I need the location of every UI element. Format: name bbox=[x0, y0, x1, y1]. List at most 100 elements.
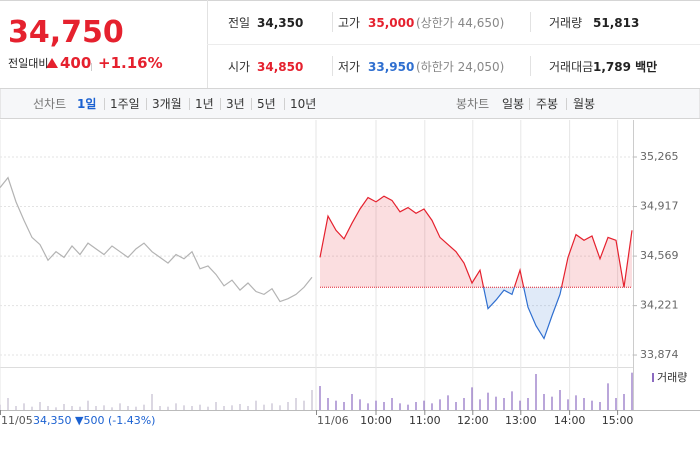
x-tick-label: 12:00 bbox=[457, 414, 489, 427]
volume-bar bbox=[527, 398, 529, 410]
volume-bar bbox=[39, 402, 41, 410]
volume-bar bbox=[343, 402, 345, 410]
volume-bar bbox=[311, 390, 313, 410]
volume-bar bbox=[239, 404, 241, 410]
volume-bar bbox=[431, 403, 433, 410]
volume-bar bbox=[279, 405, 281, 410]
info-value: 33,950 bbox=[368, 60, 415, 74]
volume-bar bbox=[567, 399, 569, 410]
volume-bar bbox=[159, 406, 161, 410]
tab[interactable]: 1일 bbox=[77, 97, 97, 111]
volume-bar bbox=[271, 403, 273, 410]
volume-bar bbox=[375, 400, 377, 410]
volume-bar bbox=[7, 398, 9, 410]
volume-bar bbox=[351, 394, 353, 410]
volume-bar bbox=[503, 398, 505, 410]
up-triangle bbox=[46, 58, 58, 68]
info-label: 시가 bbox=[228, 60, 251, 74]
volume-bar bbox=[287, 402, 289, 410]
volume-bar bbox=[303, 400, 305, 410]
volume-bar bbox=[535, 374, 537, 410]
volume-bar bbox=[495, 396, 497, 410]
legend-label: 거래량 bbox=[657, 371, 687, 384]
tab[interactable]: 1년 bbox=[195, 97, 214, 111]
tab-bar bbox=[0, 88, 700, 119]
volume-bar bbox=[479, 399, 481, 410]
volume-bar bbox=[183, 405, 185, 410]
price-line bbox=[0, 176, 313, 303]
volume-bar bbox=[455, 402, 457, 410]
change-rate: +1.16% bbox=[98, 54, 163, 72]
volume-bar bbox=[191, 406, 193, 410]
volume-bar bbox=[607, 383, 609, 410]
volume-bar bbox=[63, 404, 65, 410]
volume-bar bbox=[447, 395, 449, 410]
info-value: 1,789 백만 bbox=[593, 60, 658, 74]
volume-bar bbox=[583, 398, 585, 410]
volume-bar bbox=[423, 400, 425, 410]
volume-bar bbox=[15, 406, 17, 410]
volume-bar bbox=[255, 400, 257, 410]
volume-bar bbox=[55, 407, 57, 410]
volume-bar bbox=[463, 398, 465, 410]
tab[interactable]: 10년 bbox=[290, 97, 317, 111]
x-tick-label: 10:00 bbox=[360, 414, 392, 427]
area-below bbox=[320, 287, 632, 339]
current-price: 34,750 bbox=[8, 15, 124, 50]
info-label: 거래대금 bbox=[549, 60, 594, 74]
volume-bar bbox=[23, 403, 25, 410]
x-tick-label: 13:00 bbox=[505, 414, 537, 427]
y-tick-label: 34,569 bbox=[640, 249, 679, 262]
volume-bar bbox=[0, 404, 1, 410]
volume-bar bbox=[71, 406, 73, 410]
volume-bar bbox=[207, 406, 209, 410]
tab[interactable]: 3년 bbox=[226, 97, 245, 111]
volume-bar bbox=[135, 406, 137, 410]
volume-bar bbox=[367, 403, 369, 410]
info-value: 34,850 bbox=[257, 60, 304, 74]
volume-bar bbox=[559, 390, 561, 410]
volume-bar bbox=[591, 400, 593, 410]
volume-bar bbox=[407, 404, 409, 410]
volume-bar bbox=[399, 403, 401, 410]
volume-bar bbox=[631, 372, 633, 410]
change-label: 전일대비 bbox=[8, 57, 49, 70]
volume-bar bbox=[103, 405, 105, 410]
volume-bar bbox=[151, 394, 153, 410]
y-tick-label: 34,221 bbox=[640, 299, 679, 312]
volume-bar bbox=[95, 406, 97, 410]
volume-bar bbox=[31, 406, 33, 410]
volume-bar bbox=[47, 406, 49, 410]
change: 400 bbox=[60, 54, 92, 72]
info-value: 34,350 bbox=[257, 16, 304, 30]
volume-bar bbox=[599, 402, 601, 410]
info-extra: (하한가 24,050) bbox=[416, 60, 505, 74]
tab[interactable]: 월봉 bbox=[573, 97, 596, 111]
info-value: 51,813 bbox=[593, 16, 640, 30]
volume-bar bbox=[327, 398, 329, 410]
volume-bar bbox=[543, 394, 545, 410]
volume-bar bbox=[223, 406, 225, 410]
volume-bar bbox=[111, 407, 113, 410]
legend-swatch bbox=[652, 373, 654, 382]
volume-bar bbox=[167, 406, 169, 410]
tab[interactable]: 3개월 bbox=[152, 97, 182, 111]
volume-bar bbox=[391, 398, 393, 410]
volume-bar bbox=[335, 400, 337, 410]
info-label: 전일 bbox=[228, 16, 251, 30]
area-above bbox=[320, 196, 632, 288]
volume-bar bbox=[471, 387, 473, 410]
volume-bar bbox=[263, 404, 265, 410]
volume-bar bbox=[87, 400, 89, 410]
tab[interactable]: 5년 bbox=[257, 97, 276, 111]
prev-day-summary: 34,350 ▼500 (-1.43%) bbox=[33, 414, 155, 427]
volume-bar bbox=[575, 395, 577, 410]
tab[interactable]: 1주일 bbox=[110, 97, 140, 111]
day-label: 11/06 bbox=[317, 414, 349, 427]
day-label: 11/05 bbox=[1, 414, 33, 427]
volume-bar bbox=[487, 392, 489, 410]
tab[interactable]: 주봉 bbox=[536, 97, 559, 111]
volume-bar bbox=[215, 402, 217, 410]
tab[interactable]: 일봉 bbox=[502, 97, 525, 111]
